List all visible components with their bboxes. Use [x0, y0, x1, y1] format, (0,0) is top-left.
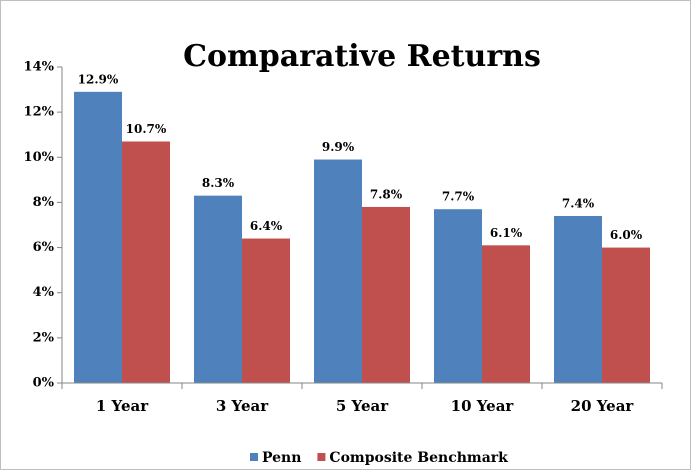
data-label: 6.0%	[610, 228, 643, 242]
bar	[554, 215, 602, 383]
x-tick-label: 1 Year	[96, 397, 149, 415]
bar	[194, 195, 242, 383]
bar	[74, 91, 122, 383]
y-tick-label: 10%	[24, 150, 55, 165]
legend-swatch	[250, 453, 258, 461]
data-label: 6.4%	[250, 219, 283, 233]
x-tick-label: 20 Year	[571, 397, 635, 415]
y-tick-label: 6%	[33, 240, 55, 255]
chart-title: Comparative Returns	[183, 39, 541, 74]
data-label: 8.3%	[202, 176, 235, 190]
x-tick-label: 3 Year	[216, 397, 269, 415]
y-tick-label: 12%	[24, 105, 55, 120]
data-label: 9.9%	[322, 140, 355, 154]
data-label: 10.7%	[126, 122, 167, 136]
bar	[314, 159, 362, 383]
y-tick-label: 0%	[33, 376, 55, 391]
legend-swatch	[317, 453, 326, 461]
bar	[602, 247, 650, 383]
data-label: 6.1%	[490, 226, 523, 240]
legend-label: Composite Benchmark	[329, 450, 508, 466]
bar	[434, 209, 482, 383]
data-label: 12.9%	[78, 72, 119, 86]
x-tick-label: 5 Year	[336, 397, 389, 415]
bar	[362, 206, 410, 383]
data-label: 7.4%	[562, 196, 595, 210]
y-tick-label: 4%	[33, 285, 55, 300]
y-tick-label: 8%	[33, 195, 55, 210]
bar	[242, 238, 290, 383]
y-tick-label: 2%	[33, 330, 55, 345]
x-tick-label: 10 Year	[451, 397, 515, 415]
data-label: 7.8%	[370, 187, 403, 201]
legend-label: Penn	[262, 450, 301, 466]
data-label: 7.7%	[442, 190, 475, 204]
bar	[122, 141, 170, 383]
bar	[482, 245, 530, 383]
y-tick-label: 14%	[24, 60, 55, 75]
